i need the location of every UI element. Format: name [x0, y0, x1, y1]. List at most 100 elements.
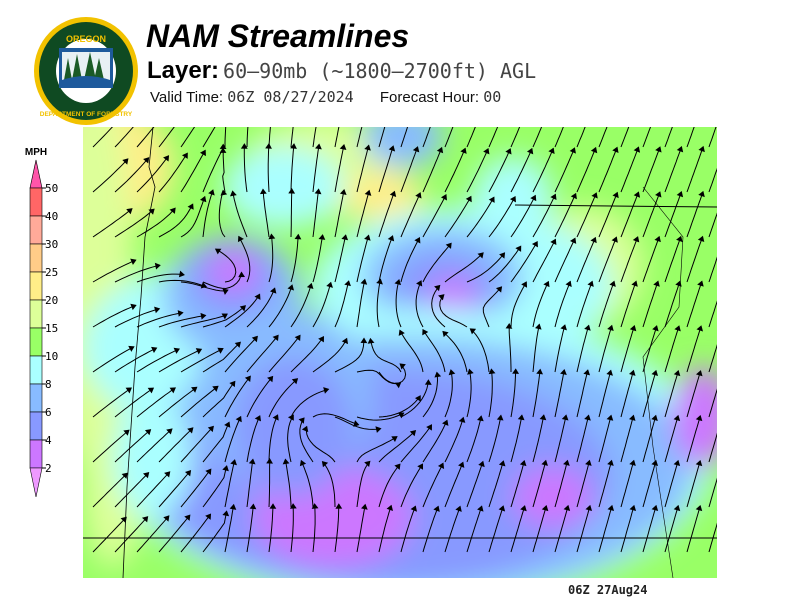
streamline [708, 388, 717, 418]
streamline [290, 388, 329, 418]
streamline [664, 370, 679, 418]
streamline [136, 428, 173, 463]
streamline [510, 460, 525, 508]
streamline-arrow [673, 370, 681, 377]
streamline-arrow [229, 190, 237, 197]
streamline [708, 522, 717, 553]
streamline-arrow [130, 258, 137, 265]
streamline [268, 285, 293, 328]
streamline-arrow [367, 337, 375, 344]
streamline [642, 191, 661, 238]
streamline [620, 127, 630, 148]
streamline-arrow [265, 143, 272, 149]
streamline [356, 190, 370, 238]
streamline-arrow [409, 430, 417, 437]
streamline-arrow [360, 278, 368, 285]
streamline-arrow [364, 234, 371, 241]
streamline [466, 252, 505, 283]
streamline-arrow [424, 379, 432, 385]
streamline-arrow [290, 143, 297, 149]
streamline [508, 324, 512, 372]
valid-time-label: Valid Time: [150, 89, 224, 106]
streamline-arrow [515, 245, 522, 252]
streamline [576, 281, 593, 328]
streamline [664, 505, 679, 553]
streamline-arrow [169, 387, 176, 394]
streamline-arrow [569, 237, 577, 244]
streamline [422, 420, 448, 463]
streamline [378, 430, 416, 463]
streamline [92, 158, 129, 193]
streamline-arrow [477, 252, 484, 259]
streamline [642, 415, 657, 463]
streamline-arrow [318, 234, 326, 240]
streamline [686, 505, 701, 553]
streamline-arrow [272, 414, 279, 421]
streamline [400, 463, 423, 508]
streamline-arrow [364, 144, 371, 151]
streamline [312, 144, 320, 193]
legend-swatch [29, 411, 43, 441]
streamline [444, 462, 464, 508]
streamline [202, 511, 228, 553]
streamline-arrow [154, 262, 161, 270]
streamline [554, 415, 567, 463]
streamline-arrow [125, 387, 132, 394]
streamline [356, 436, 398, 463]
streamline-arrow [335, 503, 343, 509]
streamline-arrow [587, 280, 594, 287]
streamline [554, 369, 565, 418]
streamline-arrow [326, 281, 333, 288]
streamline [290, 283, 312, 328]
streamline [238, 236, 251, 283]
streamline [218, 190, 226, 238]
streamline [576, 237, 596, 283]
streamline-arrow [237, 235, 244, 243]
streamline-arrow [339, 188, 347, 195]
streamline [422, 194, 447, 238]
streamline-arrow [184, 514, 191, 521]
streamline [136, 348, 180, 373]
streamline [400, 506, 416, 553]
streamline-arrow [254, 293, 261, 300]
streamline [158, 279, 207, 288]
streamline [290, 504, 294, 553]
streamline-arrow [397, 412, 405, 419]
streamline [180, 468, 212, 508]
streamline [620, 460, 635, 508]
streamline-arrow [301, 425, 309, 433]
streamline [532, 460, 547, 508]
streamline-arrow [169, 207, 176, 214]
streamline [136, 155, 169, 193]
streamline-arrow [606, 369, 613, 376]
logo-top-text: OREGON [66, 34, 106, 44]
streamline [114, 208, 155, 238]
streamline-arrow [633, 146, 641, 153]
streamline [284, 459, 292, 508]
streamline-arrow [187, 203, 194, 210]
streamline-arrow [143, 157, 150, 164]
streamline [400, 127, 409, 148]
streamline [246, 504, 254, 553]
streamline-arrow [163, 155, 170, 162]
streamline [136, 273, 185, 283]
streamline-arrow [509, 195, 516, 203]
streamline-arrow [205, 513, 212, 520]
streamline [378, 235, 394, 283]
streamline [312, 127, 317, 148]
streamline [114, 157, 149, 193]
streamline [466, 416, 482, 463]
streamline [92, 516, 127, 553]
streamline-arrow [517, 414, 525, 421]
streamline [686, 146, 704, 193]
streamline-arrow [222, 510, 230, 517]
streamline-arrow [695, 460, 703, 467]
streamline [312, 413, 359, 426]
streamline [576, 147, 597, 193]
streamline [532, 127, 543, 148]
streamline [620, 370, 634, 418]
streamline-arrow [195, 348, 203, 355]
streamline [708, 477, 717, 508]
streamline-arrow [591, 192, 598, 199]
streamline-arrow [229, 503, 237, 510]
